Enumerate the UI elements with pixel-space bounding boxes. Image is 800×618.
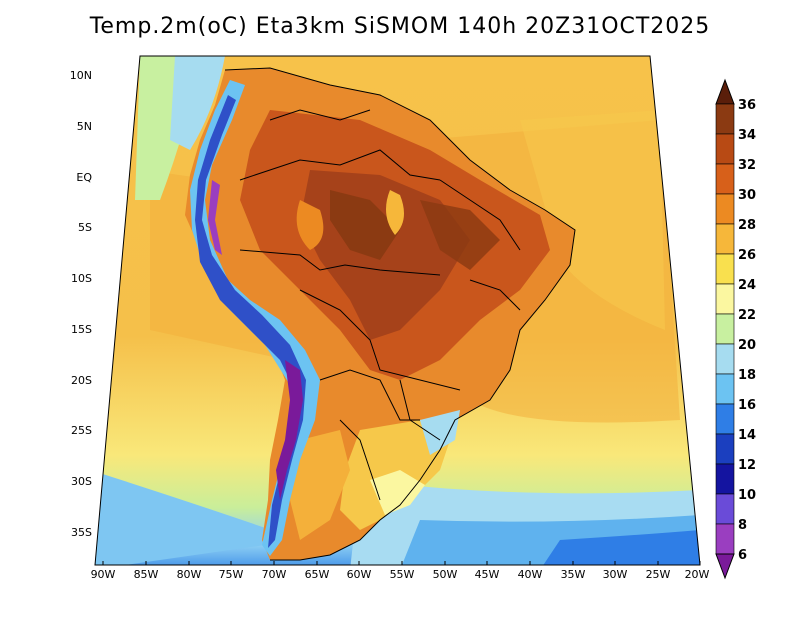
y-tick-label: 10S — [71, 272, 92, 285]
colorbar-label: 8 — [738, 518, 747, 533]
y-axis-labels: 10N 5N EQ 5S 10S 15S 20S 25S 30S 35S — [70, 69, 93, 539]
map-title: Temp.2m(oC) Eta3km SiSMOM 140h 20Z31OCT2… — [89, 14, 711, 39]
colorbar-segment — [715, 223, 735, 255]
colorbar-label: 12 — [738, 458, 756, 473]
y-tick-label: 30S — [71, 475, 92, 488]
x-axis-labels: 90W 85W 80W 75W 70W 65W 60W 55W 50W 45W … — [91, 568, 710, 581]
x-tick-label: 60W — [347, 568, 372, 581]
colorbar-top-arrow — [715, 78, 735, 105]
colorbar-segment — [715, 403, 735, 435]
country-borders — [224, 67, 576, 561]
y-tick-label: 35S — [71, 526, 92, 539]
y-tick-label: 25S — [71, 424, 92, 437]
x-tick-label: 40W — [518, 568, 543, 581]
colorbar-label: 20 — [738, 338, 756, 353]
colorbar — [715, 78, 735, 580]
colorbar-segment — [715, 433, 735, 465]
x-tick-label: 30W — [603, 568, 628, 581]
colorbar-label: 32 — [738, 158, 756, 173]
colorbar-segment — [715, 253, 735, 285]
colorbar-label: 26 — [738, 248, 756, 263]
map-domain — [95, 56, 700, 565]
colorbar-labels: 36 34 32 30 28 26 24 22 20 18 16 14 12 10 8 6 — [738, 98, 756, 563]
colorbar-label: 16 — [738, 398, 756, 413]
x-tick-label: 20W — [685, 568, 710, 581]
colorbar-segment — [715, 103, 735, 135]
colorbar-label: 36 — [738, 98, 756, 113]
colorbar-label: 22 — [738, 308, 756, 323]
x-tick-label: 55W — [390, 568, 415, 581]
colorbar-label: 30 — [738, 188, 756, 203]
x-tick-label: 50W — [433, 568, 458, 581]
x-tick-label: 85W — [134, 568, 159, 581]
colorbar-label: 14 — [738, 428, 756, 443]
colorbar-segment — [715, 493, 735, 525]
y-tick-label: 10N — [70, 69, 92, 82]
y-tick-label: 5N — [77, 120, 92, 133]
colorbar-label: 6 — [738, 548, 747, 563]
colorbar-label: 10 — [738, 488, 756, 503]
x-tick-label: 80W — [177, 568, 202, 581]
colorbar-segment — [715, 523, 735, 555]
x-tick-label: 35W — [561, 568, 586, 581]
x-tick-label: 25W — [646, 568, 671, 581]
colorbar-segment — [715, 193, 735, 225]
colorbar-label: 34 — [738, 128, 756, 143]
colorbar-label: 24 — [738, 278, 756, 293]
colorbar-segment — [715, 463, 735, 495]
colorbar-label: 28 — [738, 218, 756, 233]
x-tick-label: 75W — [219, 568, 244, 581]
y-tick-label: 20S — [71, 374, 92, 387]
colorbar-segment — [715, 313, 735, 345]
x-tick-label: 45W — [475, 568, 500, 581]
axis-ticks — [102, 561, 701, 565]
x-tick-label: 70W — [262, 568, 287, 581]
x-tick-label: 65W — [305, 568, 330, 581]
colorbar-segment — [715, 283, 735, 315]
colorbar-segment — [715, 343, 735, 375]
colorbar-segment — [715, 133, 735, 165]
y-tick-label: 5S — [78, 221, 92, 234]
y-tick-label: EQ — [76, 171, 92, 184]
colorbar-segment — [715, 163, 735, 195]
y-tick-label: 15S — [71, 323, 92, 336]
colorbar-label: 18 — [738, 368, 756, 383]
colorbar-segment — [715, 373, 735, 405]
x-tick-label: 90W — [91, 568, 116, 581]
colorbar-bottom-arrow — [715, 553, 735, 580]
